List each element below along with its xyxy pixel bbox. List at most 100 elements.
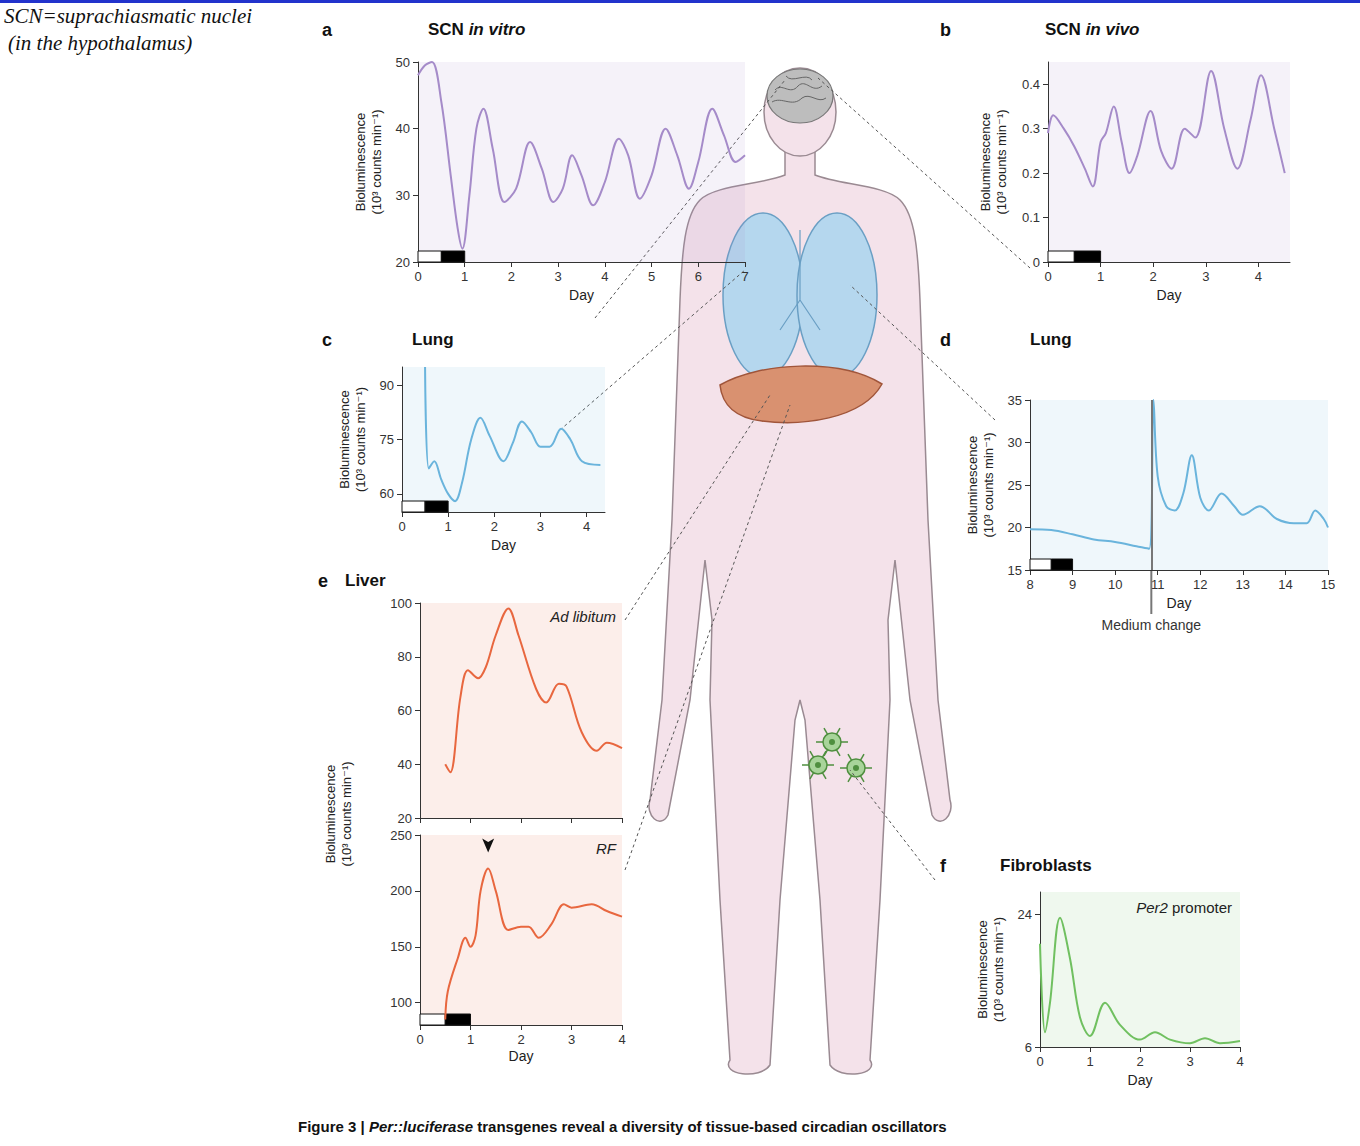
svg-text:RF: RF <box>596 840 617 857</box>
svg-text:2: 2 <box>491 519 498 534</box>
html-text:a: a <box>322 20 332 40</box>
html-text:Lung: Lung <box>1030 330 1072 349</box>
svg-text:60: 60 <box>380 486 394 501</box>
html-text:SCN in vitro: SCN in vitro <box>428 20 526 39</box>
html-text:b: b <box>940 20 951 40</box>
svg-text:3: 3 <box>555 269 562 284</box>
svg-text:9: 9 <box>1069 577 1076 592</box>
svg-text:Day: Day <box>1157 287 1182 303</box>
svg-text:24: 24 <box>1018 907 1032 922</box>
svg-text:4: 4 <box>1236 1054 1243 1069</box>
svg-text:4: 4 <box>601 269 608 284</box>
svg-text:Day: Day <box>491 537 516 553</box>
svg-text:13: 13 <box>1236 577 1250 592</box>
svg-text:25: 25 <box>1008 478 1022 493</box>
svg-text:(10³ counts min⁻¹): (10³ counts min⁻¹) <box>369 109 384 214</box>
svg-text:80: 80 <box>398 649 412 664</box>
svg-text:Bioluminescence: Bioluminescence <box>323 765 338 863</box>
svg-text:15: 15 <box>1008 563 1022 578</box>
svg-text:15: 15 <box>1321 577 1335 592</box>
svg-text:5: 5 <box>648 269 655 284</box>
html-text:d: d <box>940 330 951 350</box>
svg-text:2: 2 <box>1136 1054 1143 1069</box>
svg-text:Bioluminescence: Bioluminescence <box>965 436 980 534</box>
svg-text:1: 1 <box>1086 1054 1093 1069</box>
svg-text:75: 75 <box>380 432 394 447</box>
svg-text:(10³ counts min⁻¹): (10³ counts min⁻¹) <box>981 432 996 537</box>
svg-text:30: 30 <box>1008 435 1022 450</box>
svg-text:Bioluminescence: Bioluminescence <box>978 113 993 211</box>
svg-text:3: 3 <box>568 1032 575 1047</box>
svg-text:Bioluminescence: Bioluminescence <box>337 390 352 488</box>
svg-text:0.3: 0.3 <box>1022 121 1040 136</box>
html-text:Figure 3 | Per::luciferase tra: Figure 3 | Per::luciferase transgenes re… <box>298 1118 947 1135</box>
svg-text:Medium change: Medium change <box>1102 617 1202 633</box>
svg-text:3: 3 <box>537 519 544 534</box>
html-text:Fibroblasts: Fibroblasts <box>1000 856 1092 875</box>
svg-text:1: 1 <box>1097 269 1104 284</box>
svg-text:10: 10 <box>1108 577 1122 592</box>
svg-text:2: 2 <box>517 1032 524 1047</box>
svg-text:Per2: Per2 <box>1136 899 1168 916</box>
html-text:(in the hypothalamus): (in the hypothalamus) <box>8 31 193 55</box>
svg-text:12: 12 <box>1193 577 1207 592</box>
svg-text:(10³ counts min⁻¹): (10³ counts min⁻¹) <box>353 387 368 492</box>
html-text:SCN in vivo: SCN in vivo <box>1045 20 1140 39</box>
svg-text:60: 60 <box>398 703 412 718</box>
svg-text:0: 0 <box>1044 269 1051 284</box>
svg-text:0: 0 <box>398 519 405 534</box>
svg-text:Bioluminescence: Bioluminescence <box>353 113 368 211</box>
svg-text:200: 200 <box>390 883 412 898</box>
svg-text:20: 20 <box>1008 520 1022 535</box>
svg-text:6: 6 <box>1025 1040 1032 1055</box>
svg-text:20: 20 <box>398 811 412 826</box>
svg-text:7: 7 <box>741 269 748 284</box>
svg-text:1: 1 <box>467 1032 474 1047</box>
svg-text:Bioluminescence: Bioluminescence <box>975 920 990 1018</box>
svg-text:4: 4 <box>1255 269 1262 284</box>
svg-text:150: 150 <box>390 939 412 954</box>
svg-text:11: 11 <box>1151 577 1165 592</box>
svg-text:Day: Day <box>509 1048 534 1064</box>
svg-text:2: 2 <box>1150 269 1157 284</box>
html-text:Liver: Liver <box>345 571 386 590</box>
svg-text:14: 14 <box>1278 577 1292 592</box>
svg-text:2: 2 <box>508 269 515 284</box>
svg-text:0: 0 <box>416 1032 423 1047</box>
svg-text:4: 4 <box>583 519 590 534</box>
html-text:SCN=suprachiasmatic nuclei: SCN=suprachiasmatic nuclei <box>4 4 253 28</box>
svg-text:0.2: 0.2 <box>1022 166 1040 181</box>
svg-text:(10³ counts min⁻¹): (10³ counts min⁻¹) <box>339 761 354 866</box>
svg-text:100: 100 <box>390 596 412 611</box>
svg-text:0: 0 <box>414 269 421 284</box>
svg-text:3: 3 <box>1202 269 1209 284</box>
svg-text:0.4: 0.4 <box>1022 77 1040 92</box>
svg-text:0.1: 0.1 <box>1022 210 1040 225</box>
svg-text:0: 0 <box>1033 255 1040 270</box>
svg-text:Day: Day <box>1128 1072 1153 1088</box>
svg-text:4: 4 <box>618 1032 625 1047</box>
svg-text:30: 30 <box>396 188 410 203</box>
svg-text:6: 6 <box>695 269 702 284</box>
html-text:c: c <box>322 330 332 350</box>
svg-text:40: 40 <box>398 757 412 772</box>
svg-text:(10³ counts min⁻¹): (10³ counts min⁻¹) <box>994 109 1009 214</box>
svg-text:1: 1 <box>445 519 452 534</box>
svg-text:(10³ counts min⁻¹): (10³ counts min⁻¹) <box>991 917 1006 1022</box>
html-text:Lung: Lung <box>412 330 454 349</box>
svg-text:Ad libitum: Ad libitum <box>549 608 616 625</box>
svg-text:50: 50 <box>396 55 410 70</box>
svg-text:40: 40 <box>396 121 410 136</box>
svg-text:8: 8 <box>1026 577 1033 592</box>
svg-text:90: 90 <box>380 378 394 393</box>
svg-text:Day: Day <box>1167 595 1192 611</box>
svg-text:promoter: promoter <box>1168 899 1232 916</box>
svg-text:100: 100 <box>390 995 412 1010</box>
svg-text:20: 20 <box>396 255 410 270</box>
svg-text:Day: Day <box>569 287 594 303</box>
svg-text:3: 3 <box>1186 1054 1193 1069</box>
svg-text:0: 0 <box>1036 1054 1043 1069</box>
svg-text:250: 250 <box>390 828 412 843</box>
svg-text:35: 35 <box>1008 393 1022 408</box>
svg-text:1: 1 <box>461 269 468 284</box>
